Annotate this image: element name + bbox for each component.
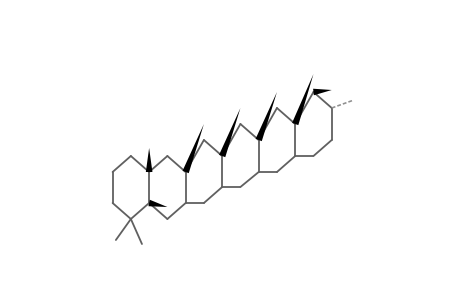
Polygon shape xyxy=(313,89,331,95)
Polygon shape xyxy=(148,200,167,207)
Polygon shape xyxy=(255,92,276,141)
Polygon shape xyxy=(291,74,313,125)
Polygon shape xyxy=(146,148,152,172)
Polygon shape xyxy=(182,124,203,173)
Polygon shape xyxy=(218,108,240,157)
